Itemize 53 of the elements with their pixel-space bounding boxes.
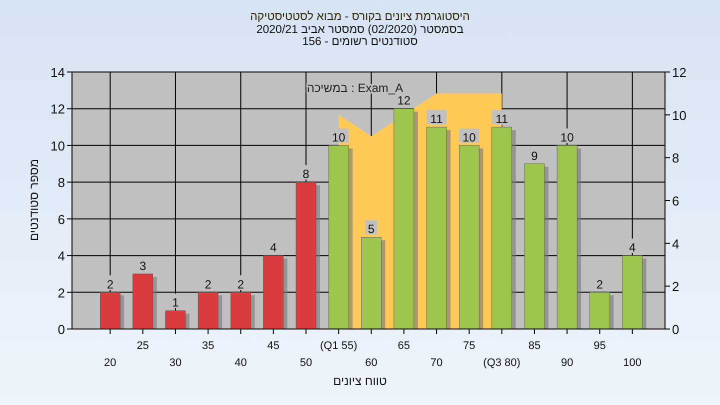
- y2-tick-label: 2: [672, 279, 680, 294]
- data-label: 2: [596, 277, 604, 292]
- x-tick-label: 65: [398, 340, 410, 352]
- x-tick-label: (Q1 55): [320, 340, 358, 352]
- x-tick-label: 90: [560, 357, 574, 369]
- y2-tick-label: 12: [672, 65, 686, 80]
- data-label: 3: [139, 258, 146, 273]
- data-label: 12: [397, 94, 411, 108]
- x-tick-label: 50: [300, 357, 312, 369]
- data-label: 2: [204, 277, 212, 292]
- data-label: 11: [496, 112, 508, 126]
- x-tick-label: 25: [136, 340, 149, 352]
- x-tick-label: 100: [623, 357, 642, 369]
- data-label: 5: [368, 222, 375, 236]
- y2-tick-label: 0: [672, 322, 680, 337]
- x-tick-label: (Q3 80): [483, 357, 520, 369]
- data-label: 11: [430, 112, 444, 126]
- y-axis-title: מספר סטודנטים: [27, 158, 41, 242]
- x-tick-label: 85: [528, 340, 541, 352]
- data-label: 9: [531, 148, 538, 163]
- data-label: 2: [106, 277, 114, 292]
- data-label: 10: [332, 130, 346, 144]
- x-tick-label: 40: [234, 357, 247, 369]
- data-label: 10: [462, 130, 476, 144]
- x-tick-label: 70: [430, 357, 443, 369]
- data-label: 2: [237, 277, 244, 292]
- y-tick-label: 8: [58, 175, 65, 190]
- x-tick-label: 20: [104, 357, 116, 369]
- data-label: 1: [172, 296, 180, 310]
- x-tick-label: 35: [202, 340, 214, 352]
- y-tick-label: 12: [50, 102, 65, 117]
- data-label: 8: [302, 167, 310, 182]
- y2-tick-label: 10: [672, 108, 686, 123]
- y2-tick-label: 8: [672, 150, 680, 166]
- data-label: 4: [270, 240, 278, 255]
- x-tick-label: 75: [463, 340, 476, 352]
- x-tick-label: 95: [594, 340, 606, 352]
- data-label: 10: [560, 130, 574, 144]
- y-tick-label: 14: [50, 65, 65, 80]
- y2-tick-label: 6: [672, 194, 680, 208]
- y-tick-label: 10: [50, 138, 65, 154]
- y2-tick-label: 4: [672, 236, 680, 252]
- y-tick-label: 2: [58, 285, 65, 300]
- y-tick-label: 6: [58, 212, 65, 227]
- data-label: 4: [629, 240, 636, 255]
- chart-title: היסטוגרמת ציונים בקורס - מבוא לסטטיסטיקה: [250, 10, 470, 23]
- x-tick-label: 60: [365, 357, 378, 369]
- x-tick-label: 30: [169, 357, 182, 369]
- y-tick-label: 4: [58, 248, 65, 264]
- x-tick-label: 45: [267, 340, 280, 352]
- x-axis-title: טווח ציונים: [333, 374, 388, 388]
- y-tick-label: 0: [58, 322, 65, 337]
- chart-subtitle: בסמסטר (02/2020) סמסטר אביב 2020/21 סטודנטים רשומים - 156: [256, 24, 464, 48]
